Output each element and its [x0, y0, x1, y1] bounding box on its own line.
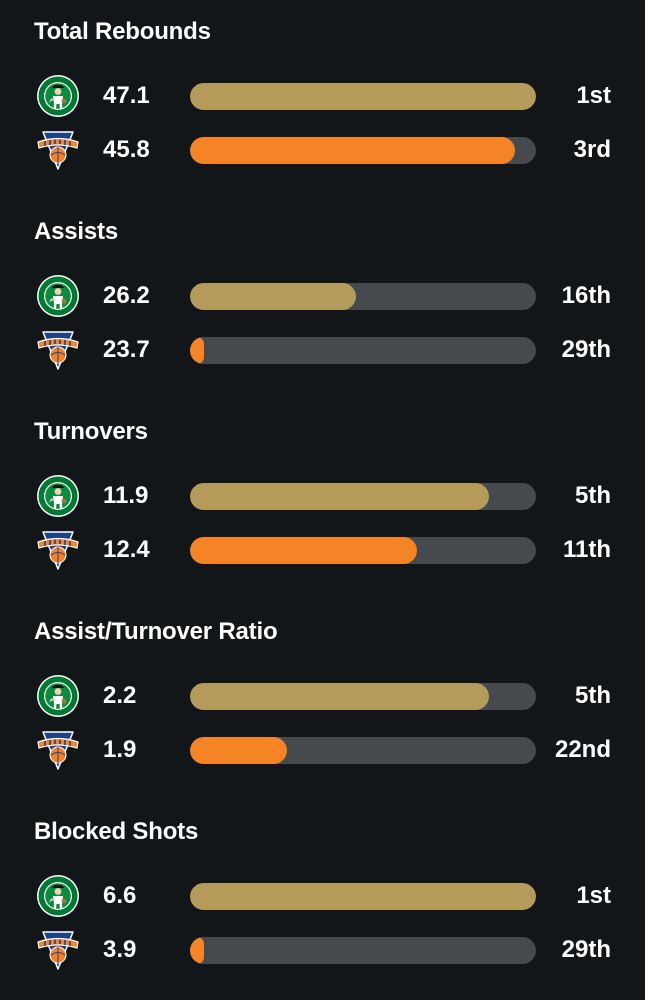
- league-rank: 5th: [575, 482, 611, 509]
- stat-bar: [190, 937, 536, 964]
- league-rank: 22nd: [554, 736, 611, 763]
- celtics-row: 6.6 1st: [0, 876, 645, 916]
- league-rank: 1st: [576, 882, 611, 909]
- stat-value: 26.2: [103, 282, 150, 309]
- section-title: Assists: [34, 218, 118, 245]
- league-rank: 16th: [561, 282, 611, 309]
- stat-bar: [190, 337, 536, 364]
- section-title: Assist/Turnover Ratio: [34, 618, 278, 645]
- stat-bar-fill: [190, 537, 417, 564]
- knicks-logo-icon: [36, 328, 80, 372]
- stat-bar: [190, 883, 536, 910]
- league-rank: 5th: [575, 682, 611, 709]
- knicks-row: 23.7 29th: [0, 330, 645, 370]
- knicks-row: 45.8 3rd: [0, 130, 645, 170]
- stat-bar-fill: [190, 683, 490, 710]
- stat-bar: [190, 737, 536, 764]
- knicks-row: 12.4 11th: [0, 530, 645, 570]
- knicks-logo-icon: [36, 128, 80, 172]
- stat-bar: [190, 137, 536, 164]
- stat-bar: [190, 283, 536, 310]
- stat-value: 2.2: [103, 682, 137, 709]
- stat-value: 1.9: [103, 736, 137, 763]
- celtics-row: 26.2 16th: [0, 276, 645, 316]
- section-title: Turnovers: [34, 418, 148, 445]
- stat-bar-fill: [190, 483, 490, 510]
- stat-value: 23.7: [103, 336, 150, 363]
- stat-value: 6.6: [103, 882, 137, 909]
- stat-value: 12.4: [103, 536, 150, 563]
- knicks-logo-icon: [36, 928, 80, 972]
- celtics-logo-icon: [36, 674, 80, 718]
- stat-bar-fill: [190, 737, 287, 764]
- stat-bar-fill: [190, 883, 536, 910]
- stat-bar-fill: [190, 83, 536, 110]
- stat-bar-fill: [190, 283, 357, 310]
- stat-section-total-rebounds: Total Rebounds 47.1 1st 45.8 3rd: [0, 0, 645, 200]
- stat-section-turnovers: Turnovers 11.9 5th 12.4 11th: [0, 400, 645, 600]
- stat-section-assist-turnover-ratio: Assist/Turnover Ratio 2.2 5th 1.9 22nd: [0, 600, 645, 800]
- stat-value: 3.9: [103, 936, 137, 963]
- section-title: Blocked Shots: [34, 818, 199, 845]
- celtics-logo-icon: [36, 274, 80, 318]
- section-title: Total Rebounds: [34, 18, 211, 45]
- knicks-logo-icon: [36, 728, 80, 772]
- celtics-row: 2.2 5th: [0, 676, 645, 716]
- knicks-row: 1.9 22nd: [0, 730, 645, 770]
- stat-bar: [190, 537, 536, 564]
- stat-bar: [190, 483, 536, 510]
- stat-value: 45.8: [103, 136, 150, 163]
- stat-value: 11.9: [103, 482, 149, 509]
- knicks-row: 3.9 29th: [0, 930, 645, 970]
- league-rank: 1st: [576, 82, 611, 109]
- stat-bar-fill: [190, 337, 204, 364]
- stat-section-blocked-shots: Blocked Shots 6.6 1st 3.9 29th: [0, 800, 645, 1000]
- stat-bar: [190, 83, 536, 110]
- league-rank: 3rd: [573, 136, 611, 163]
- celtics-logo-icon: [36, 474, 80, 518]
- stat-value: 47.1: [103, 82, 150, 109]
- stat-section-assists: Assists 26.2 16th 23.7 29th: [0, 200, 645, 400]
- league-rank: 11th: [562, 536, 611, 563]
- league-rank: 29th: [561, 336, 611, 363]
- celtics-row: 47.1 1st: [0, 76, 645, 116]
- knicks-logo-icon: [36, 528, 80, 572]
- celtics-logo-icon: [36, 874, 80, 918]
- stat-bar-fill: [190, 137, 516, 164]
- stat-bar-fill: [190, 937, 204, 964]
- celtics-logo-icon: [36, 74, 80, 118]
- celtics-row: 11.9 5th: [0, 476, 645, 516]
- stat-bar: [190, 683, 536, 710]
- league-rank: 29th: [561, 936, 611, 963]
